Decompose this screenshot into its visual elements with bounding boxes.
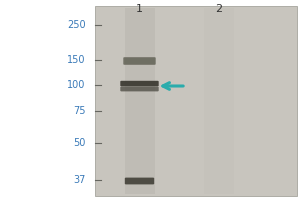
Text: 75: 75 — [73, 106, 85, 116]
Text: 2: 2 — [215, 4, 223, 14]
Bar — [94, 6, 297, 196]
Text: 100: 100 — [67, 80, 86, 90]
FancyBboxPatch shape — [120, 81, 159, 86]
Text: 250: 250 — [67, 20, 86, 30]
FancyBboxPatch shape — [123, 57, 156, 65]
Bar — [124, 8, 154, 194]
FancyBboxPatch shape — [125, 178, 154, 184]
Bar — [204, 8, 234, 194]
Text: 37: 37 — [73, 175, 86, 185]
Text: 1: 1 — [136, 4, 143, 14]
FancyBboxPatch shape — [120, 87, 159, 91]
Text: 150: 150 — [67, 55, 86, 65]
Text: 50: 50 — [73, 138, 86, 148]
